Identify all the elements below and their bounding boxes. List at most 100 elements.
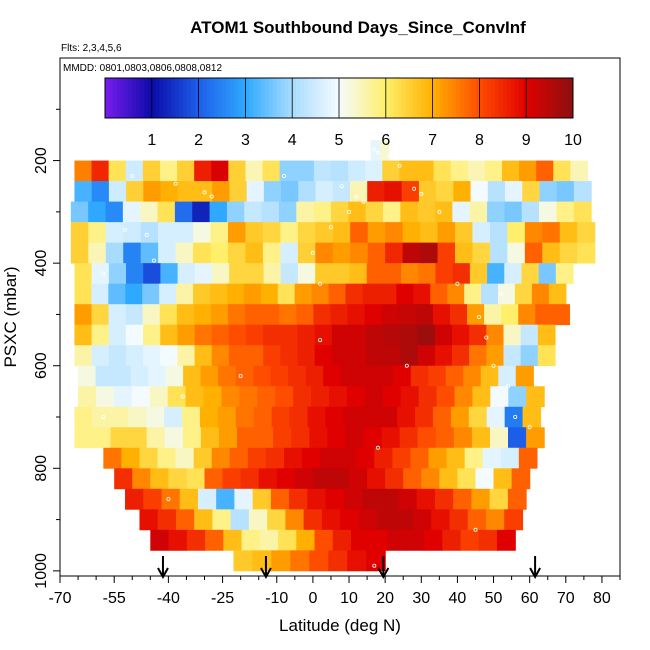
heatmap-cell [394,509,414,531]
heatmap-cell [327,427,347,449]
heatmap-cell [469,263,488,285]
colorbar-swatch [245,78,250,118]
colorbar-swatch [241,78,246,118]
colorbar-swatch [479,78,484,118]
heatmap-cell [498,283,516,305]
heatmap-cell [194,324,213,346]
heatmap-cell [175,509,195,531]
heatmap-cell [515,365,534,387]
colorbar-swatch [448,78,453,118]
heatmap-cell [289,488,308,510]
heatmap-cell [291,427,310,449]
heatmap-cell [340,509,359,531]
heatmap-cell [469,345,487,367]
heatmap-cell [285,509,305,531]
heatmap-cell [263,181,282,202]
heatmap-cell [110,427,130,449]
heatmap-cell [174,201,193,223]
heatmap-cell [278,529,297,551]
heatmap-cell [480,365,499,387]
x-tick-label: 20 [376,590,394,607]
x-axis: -70 -55 -40 -25 -10 0 10 20 30 40 50 60 70 80 [48,575,621,607]
heatmap-row [70,222,596,244]
heatmap-row [74,427,545,449]
heatmap-cell [257,386,276,408]
heatmap-cell [108,181,127,202]
heatmap-cell [397,406,416,428]
heatmap-cell [435,263,454,285]
heatmap-cell [200,365,219,387]
heatmap-cell [531,283,550,305]
heatmap-cell [143,488,163,510]
x-tick-label: -40 [157,590,180,607]
heatmap-cell [447,283,465,305]
heatmap-cell [467,160,486,182]
heatmap-cell [157,509,177,531]
sample-point [346,209,351,214]
heatmap-cell [539,181,558,202]
colorbar-swatch [237,78,242,118]
heatmap-cell [143,263,162,285]
colorbar-swatch [413,78,418,118]
colorbar-swatch [296,78,301,118]
heatmap-cell [182,427,202,449]
heatmap-cell [279,304,297,326]
colorbar-swatch [389,78,395,118]
colorbar-swatch [370,78,375,118]
colorbar-swatch [261,78,266,118]
heatmap-cell [297,242,316,264]
colorbar-swatch [549,78,554,118]
heatmap-cell [143,181,162,202]
heatmap-cell [400,345,419,367]
heatmap-cell [146,406,165,428]
heatmap-cell [518,304,536,326]
colorbar-swatch [401,78,406,118]
sample-point [202,190,207,195]
sample-point [484,335,489,340]
heatmap-cell [228,222,247,244]
heatmap-cell [450,160,469,182]
colorbar: 1 2 3 4 5 6 7 8 9 10 [104,77,582,149]
sample-point [386,153,391,158]
heatmap-cell [305,365,324,387]
heatmap-cell [165,365,184,387]
heatmap-cell [351,529,370,551]
heatmap-cell [470,181,489,202]
colorbar-tick-label: 8 [475,132,484,149]
heatmap-cell [70,242,89,264]
dates-subtitle: MMDD: 0801,0803,0806,0808,0812 [63,63,222,74]
heatmap-row [74,283,567,305]
heatmap-cell [398,488,418,510]
heatmap-cell [245,242,264,264]
heatmap-cell [222,468,242,490]
colorbar-swatch [112,78,118,118]
colorbar-swatch [452,78,457,118]
heatmap-cell [294,283,313,305]
colorbar-swatch [276,78,281,118]
heatmap-cell [410,365,429,387]
heatmap-cell [420,222,439,244]
colorbar-swatch [171,78,176,118]
heatmap-cell [233,550,253,572]
heatmap-cell [385,242,404,264]
x-tick-label: 10 [340,590,358,607]
heatmap-cell [218,365,237,387]
heatmap-cell [158,222,177,244]
heatmap-cell [439,468,459,490]
heatmap-cell [70,222,89,244]
heatmap-cell [577,242,596,264]
heatmap-cell [113,365,132,387]
heatmap-cell [312,468,332,490]
heatmap-cell [522,406,542,428]
heatmap-cell [315,181,334,202]
heatmap-cell [204,468,224,490]
heatmap-cell [309,550,329,572]
heatmap-cell [367,222,386,244]
heatmap-cell [226,283,245,305]
heatmap-cell [416,488,436,510]
heatmap-cell [211,447,231,469]
heatmap-cell [74,304,93,326]
heatmap-cell [128,406,147,428]
colorbar-swatch [526,78,531,118]
colorbar-tick-label: 5 [335,132,344,149]
